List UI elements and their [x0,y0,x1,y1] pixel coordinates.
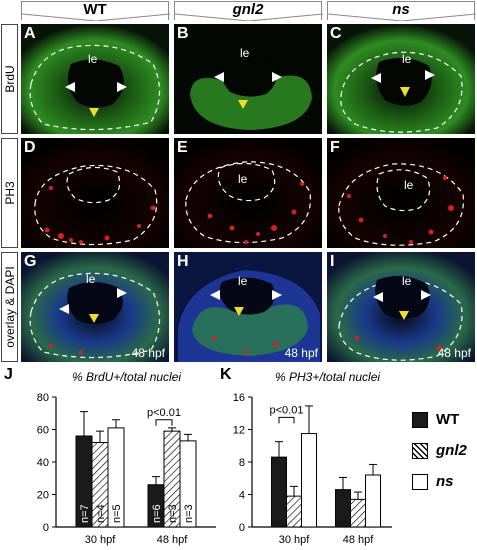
header-wt: WT [21,1,170,21]
bar [365,474,381,528]
n-label: n=4 [95,504,107,523]
lens-label: le [88,52,98,66]
bar [350,498,366,528]
row-label-brdu-text: BrdU [2,65,17,93]
bar [286,495,302,528]
panel-g: G le 48 hpf [21,252,169,362]
panel-letter: D [24,139,36,156]
header-ns: ns [327,1,476,21]
chart-j: 0 20 40 60 80 n=7 n=4 n=5 30 hpf n=6 n=3 n=3 48 hpf p… [37,392,216,546]
chart-k-title: % PH3+/total nuclei [275,370,381,384]
panel-letter: I [330,253,335,270]
n-label: n=5 [111,504,123,523]
x-tick-label: 30 hpf [85,534,117,546]
legend-swatch-solid [412,412,428,428]
chart-j-title: % BrdU+/total nuclei [72,370,182,384]
header-ns-label: ns [392,1,410,18]
lens-label: le [402,52,412,66]
legend-label: gnl2 [436,442,467,459]
panel-d: D [21,138,169,248]
lens-label: le [238,274,248,288]
row-label-ph3-text: PH3 [2,181,17,205]
legend-label: WT [436,411,460,428]
n-label: n=6 [151,504,163,523]
significance-bracket [155,419,173,426]
panel-letter: F [330,139,340,156]
panel-letter: B [177,25,189,42]
x-tick-label: 48 hpf [343,534,375,546]
chart-k-letter: K [220,366,232,383]
lens-label: le [240,46,250,60]
lens-label: le [402,274,412,288]
y-tick-label: 80 [37,392,49,404]
row-label-overlay-text: overlay & DAPI [2,266,17,348]
y-tick-label: 16 [233,392,245,404]
y-tick-label: 4 [239,490,245,502]
bar [301,433,317,528]
panel-a: A le [21,24,169,134]
legend-swatch-hatched [412,443,428,459]
stage-label: 48 hpf [437,346,471,360]
y-tick-label: 20 [37,490,49,502]
x-tick-label: 48 hpf [157,534,189,546]
significance-label: p<0.01 [270,404,304,416]
panel-letter: A [24,25,36,42]
panel-letter: E [177,139,188,156]
panel-letter: C [330,25,342,42]
panel-h: H le 48 hpf [174,252,322,362]
panel-letter: H [177,253,189,270]
panel-b: B le [174,24,322,134]
panel-f: F le [327,138,475,248]
panel-letter: G [24,253,37,270]
row-label-brdu: BrdU [1,24,18,134]
panel-e: E le [174,138,322,248]
header-wt-label: WT [83,1,107,18]
stage-label: 48 hpf [131,346,165,360]
bar [335,489,351,528]
lens-label: le [404,178,414,192]
row-label-overlay: overlay & DAPI [1,252,18,362]
y-tick-label: 0 [239,522,245,534]
y-tick-label: 8 [239,457,245,469]
chart-j-letter: J [4,366,13,383]
y-tick-label: 40 [37,457,49,469]
chart-k: 0 4 8 12 16 30 hpf 48 hpf p<0.01 [233,392,392,546]
lens-label: le [86,272,96,286]
header-gnl2: gnl2 [174,1,323,21]
stage-label: 48 hpf [284,346,318,360]
y-tick-label: 0 [43,522,49,534]
y-tick-label: 60 [37,425,49,437]
header-gnl2-label: gnl2 [232,1,264,18]
legend-swatch-open [412,474,428,490]
lens-label: le [238,172,248,186]
n-label: n=3 [167,504,179,523]
significance-label: p<0.01 [147,407,181,419]
panel-i: I le 48 hpf [327,252,475,362]
row-label-ph3: PH3 [1,138,18,248]
x-tick-label: 30 hpf [279,534,311,546]
n-label: n=3 [183,504,195,523]
legend-label: ns [436,473,454,490]
panel-c: C le [327,24,475,134]
y-tick-label: 12 [233,425,245,437]
significance-bracket [278,416,295,424]
bar [271,456,287,528]
n-label: n=7 [79,504,91,523]
